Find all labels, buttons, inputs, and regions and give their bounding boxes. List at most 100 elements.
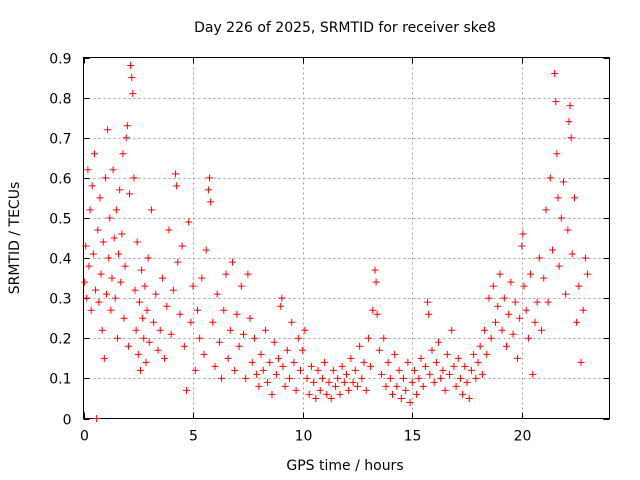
data-point (439, 366, 447, 374)
data-point (220, 306, 228, 314)
data-point (424, 298, 432, 306)
data-point (211, 362, 219, 370)
data-point (360, 358, 368, 366)
data-point (450, 362, 458, 370)
data-point (476, 342, 484, 350)
data-point (481, 326, 489, 334)
data-point (117, 278, 125, 286)
data-point (95, 298, 103, 306)
data-point (226, 326, 234, 334)
data-point (456, 374, 464, 382)
data-point (169, 286, 177, 294)
data-point (402, 386, 410, 394)
data-point (96, 194, 104, 202)
data-point (82, 242, 90, 250)
data-point (500, 294, 508, 302)
data-point (397, 394, 405, 402)
data-point (111, 294, 119, 302)
data-point (496, 270, 504, 278)
data-point (141, 282, 149, 290)
data-point (116, 186, 124, 194)
data-point (372, 278, 380, 286)
data-point (253, 370, 261, 378)
data-point (283, 346, 291, 354)
data-point (371, 266, 379, 274)
data-point (93, 415, 101, 422)
data-point (575, 282, 583, 290)
x-tick-label: 15 (404, 429, 422, 445)
data-point (139, 314, 147, 322)
data-point (131, 286, 139, 294)
data-point (321, 358, 329, 366)
data-point (193, 306, 201, 314)
data-point (158, 274, 166, 282)
data-point (104, 126, 112, 134)
data-point (237, 282, 245, 290)
data-point (231, 366, 239, 374)
data-point (489, 282, 497, 290)
data-point (421, 362, 429, 370)
data-point (454, 354, 462, 362)
data-point (118, 230, 126, 238)
data-point (112, 206, 120, 214)
data-point (564, 226, 572, 234)
data-point (163, 302, 171, 310)
grid-lines (83, 57, 610, 419)
data-point (196, 334, 204, 342)
data-point (345, 386, 353, 394)
data-points (81, 62, 592, 422)
data-point (325, 378, 333, 386)
axis-ticks: 0 0.1 0.2 0.3 0.4 0.5 0.6 0.7 0.8 0.9 0 5 10 15 20 (49, 52, 610, 445)
data-point (327, 394, 335, 402)
data-point (391, 350, 399, 358)
data-point (270, 338, 278, 346)
data-point (218, 374, 226, 382)
data-point (119, 150, 127, 158)
data-point (356, 342, 364, 350)
data-point (246, 314, 254, 322)
chart-title: Day 226 of 2025, SRMTID for receiver ske… (194, 20, 496, 36)
data-point (474, 358, 482, 366)
y-tick-label: 0.9 (49, 52, 71, 68)
data-point (443, 350, 451, 358)
data-point (437, 374, 445, 382)
data-point (107, 306, 115, 314)
data-point (568, 250, 576, 258)
data-point (415, 374, 423, 382)
data-point (84, 166, 92, 174)
data-point (303, 374, 311, 382)
data-point (417, 354, 425, 362)
data-point (257, 350, 265, 358)
data-point (307, 362, 315, 370)
data-point (142, 358, 150, 366)
data-point (312, 394, 320, 402)
data-point (204, 186, 212, 194)
data-point (123, 122, 131, 130)
data-point (198, 274, 206, 282)
data-point (509, 330, 517, 338)
data-point (565, 118, 573, 126)
data-point (187, 318, 195, 326)
x-axis-label: GPS time / hours (286, 458, 403, 474)
data-point (292, 386, 300, 394)
data-point (140, 334, 148, 342)
data-point (85, 262, 93, 270)
data-point (88, 182, 96, 190)
data-point (244, 270, 252, 278)
data-point (109, 166, 117, 174)
data-point (516, 314, 524, 322)
data-point (189, 282, 197, 290)
data-point (294, 334, 302, 342)
data-point (573, 318, 581, 326)
data-point (513, 354, 521, 362)
y-tick-label: 0.8 (49, 92, 71, 108)
data-point (138, 266, 146, 274)
data-point (404, 358, 412, 366)
data-point (375, 346, 383, 354)
data-point (250, 334, 258, 342)
data-point (559, 178, 567, 186)
data-point (472, 374, 480, 382)
data-point (94, 226, 102, 234)
data-point (478, 370, 486, 378)
data-point (380, 334, 388, 342)
